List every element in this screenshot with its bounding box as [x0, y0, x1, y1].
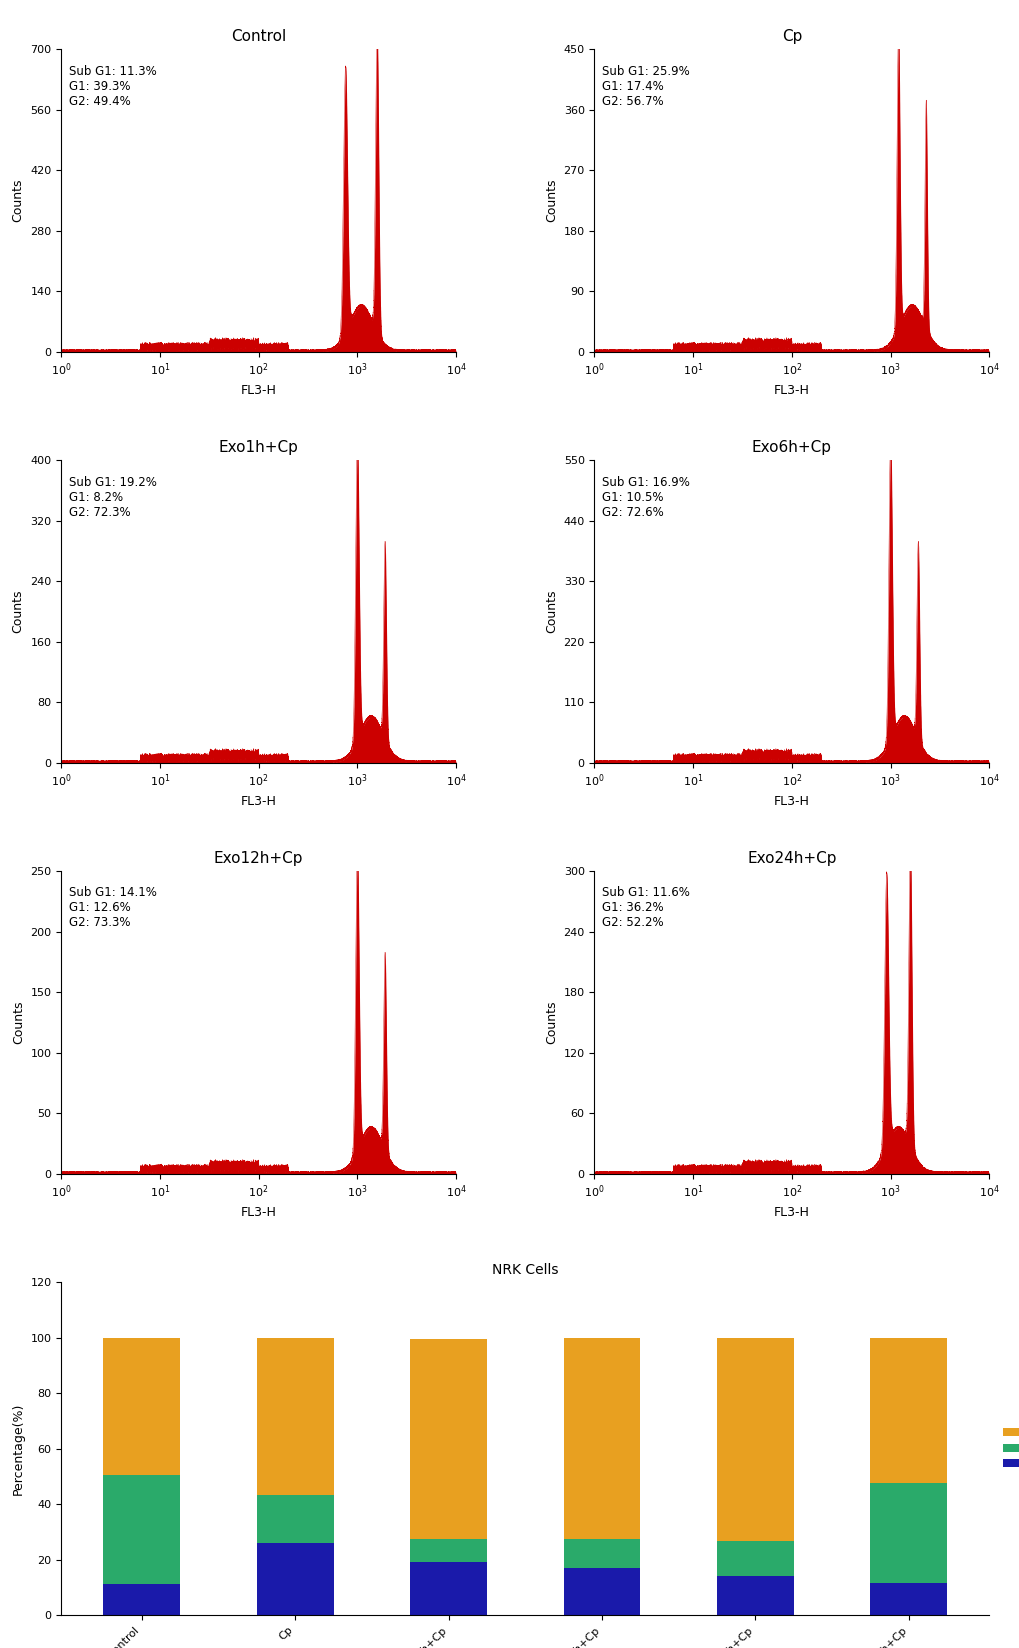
- Bar: [716, 1541, 793, 1575]
- Bar: [564, 1338, 640, 1539]
- Bar: [103, 1475, 180, 1584]
- X-axis label: FL3-H: FL3-H: [240, 794, 276, 808]
- Y-axis label: Counts: Counts: [11, 590, 24, 633]
- X-axis label: FL3-H: FL3-H: [773, 384, 809, 397]
- Text: Sub G1: 14.1%
G1: 12.6%
G2: 73.3%: Sub G1: 14.1% G1: 12.6% G2: 73.3%: [69, 887, 157, 929]
- Text: Sub G1: 11.3%
G1: 39.3%
G2: 49.4%: Sub G1: 11.3% G1: 39.3% G2: 49.4%: [69, 64, 157, 107]
- Title: NRK Cells: NRK Cells: [491, 1262, 558, 1277]
- Bar: [869, 1338, 947, 1483]
- Bar: [257, 1338, 333, 1495]
- Y-axis label: Counts: Counts: [544, 180, 557, 222]
- Y-axis label: Counts: Counts: [12, 1000, 24, 1045]
- X-axis label: FL3-H: FL3-H: [773, 1206, 809, 1220]
- Bar: [410, 1338, 486, 1539]
- Text: Sub G1: 16.9%
G1: 10.5%
G2: 72.6%: Sub G1: 16.9% G1: 10.5% G2: 72.6%: [602, 476, 690, 519]
- Bar: [716, 1575, 793, 1615]
- Bar: [564, 1539, 640, 1569]
- Bar: [716, 1338, 793, 1541]
- Bar: [103, 1338, 180, 1475]
- Title: Control: Control: [231, 30, 286, 44]
- Y-axis label: Percentage(%): Percentage(%): [12, 1402, 24, 1495]
- Title: Exo1h+Cp: Exo1h+Cp: [218, 440, 299, 455]
- Title: Exo24h+Cp: Exo24h+Cp: [747, 850, 836, 867]
- Title: Cp: Cp: [781, 30, 801, 44]
- Text: Sub G1: 19.2%
G1: 8.2%
G2: 72.3%: Sub G1: 19.2% G1: 8.2% G2: 72.3%: [69, 476, 157, 519]
- Bar: [257, 1543, 333, 1615]
- X-axis label: FL3-H: FL3-H: [240, 384, 276, 397]
- Bar: [869, 1483, 947, 1582]
- X-axis label: FL3-H: FL3-H: [240, 1206, 276, 1220]
- Bar: [410, 1539, 486, 1562]
- Bar: [564, 1569, 640, 1615]
- Bar: [257, 1495, 333, 1543]
- Text: Sub G1: 25.9%
G1: 17.4%
G2: 56.7%: Sub G1: 25.9% G1: 17.4% G2: 56.7%: [602, 64, 690, 107]
- Legend: G2, G1, sub G1   1: G2, G1, sub G1 1: [998, 1424, 1019, 1473]
- Y-axis label: Counts: Counts: [11, 180, 24, 222]
- X-axis label: FL3-H: FL3-H: [773, 794, 809, 808]
- Y-axis label: Counts: Counts: [544, 590, 557, 633]
- Bar: [103, 1584, 180, 1615]
- Bar: [869, 1582, 947, 1615]
- Y-axis label: Counts: Counts: [544, 1000, 557, 1045]
- Title: Exo12h+Cp: Exo12h+Cp: [214, 850, 303, 867]
- Text: Sub G1: 11.6%
G1: 36.2%
G2: 52.2%: Sub G1: 11.6% G1: 36.2% G2: 52.2%: [602, 887, 690, 929]
- Bar: [410, 1562, 486, 1615]
- Title: Exo6h+Cp: Exo6h+Cp: [751, 440, 832, 455]
